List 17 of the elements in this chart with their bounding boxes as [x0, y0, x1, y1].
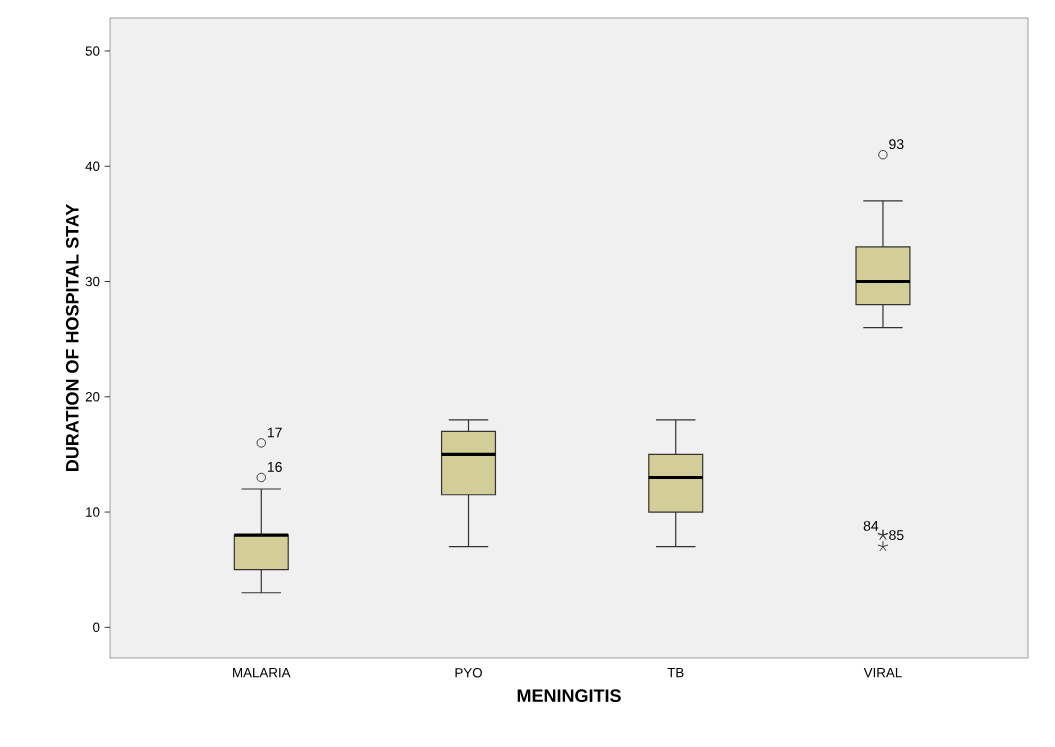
y-tick-label: 50 — [85, 46, 100, 56]
x-tick-label: MALARIA — [233, 668, 291, 678]
annotation: 84 — [863, 520, 879, 531]
annotation: 93 — [889, 139, 904, 150]
annotation: 16 — [267, 461, 282, 472]
y-tick-label: 40 — [85, 161, 100, 171]
y-tick-label: 30 — [85, 276, 100, 287]
x-tick-label: PYO — [455, 668, 482, 678]
y-axis-title: DURATION OF HOSPITAL STAY — [65, 204, 79, 471]
y-tick-label: 10 — [86, 507, 100, 517]
x-tick-label: TB — [667, 668, 684, 678]
x-axis-title: MENINGITIS — [517, 689, 621, 703]
annotation: 85 — [889, 530, 904, 541]
x-tick-label: VIRAL — [863, 668, 902, 678]
y-tick-label: 0 — [93, 622, 100, 633]
y-tick-label: 20 — [85, 392, 100, 402]
annotation: 17 — [267, 427, 282, 438]
